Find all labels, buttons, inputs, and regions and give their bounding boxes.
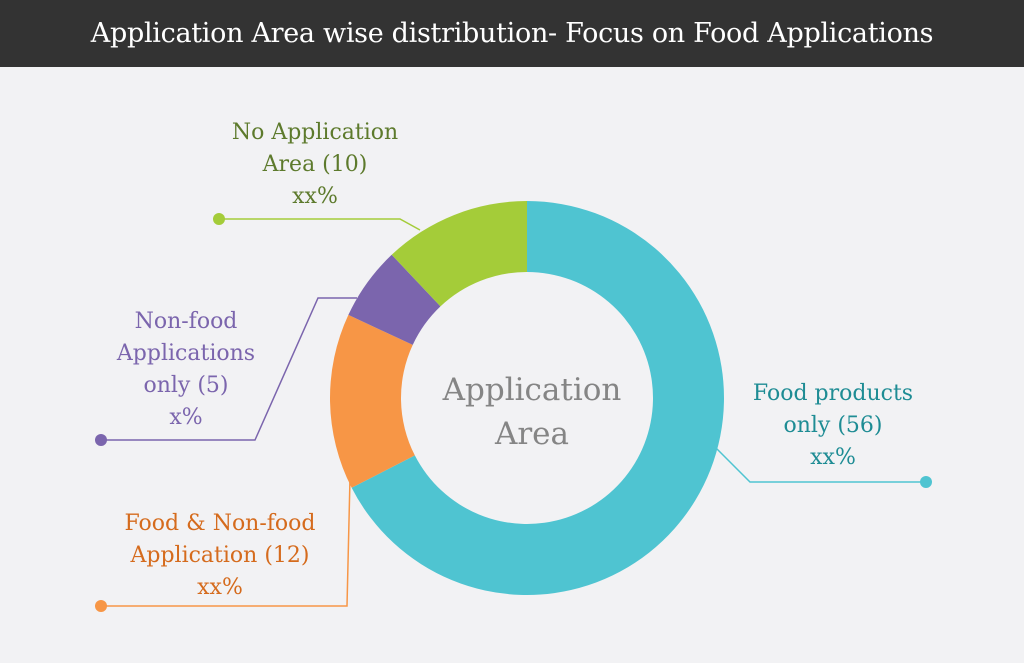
label-line: x% bbox=[169, 405, 203, 430]
center-label: Application Area bbox=[432, 368, 632, 456]
label-line: xx% bbox=[810, 445, 856, 470]
label-line: Non-food bbox=[134, 309, 238, 334]
label-line: xx% bbox=[292, 184, 338, 209]
leader-line-nonfood-only bbox=[101, 297, 357, 441]
chart-title: Application Area wise distribution- Focu… bbox=[90, 18, 934, 49]
label-line: Applications bbox=[116, 341, 256, 366]
slice-food-products-only bbox=[351, 201, 724, 595]
label-food-and-nonfood: Food & Non-food Application (12) xx% bbox=[100, 508, 340, 604]
label-line: Food products bbox=[752, 381, 914, 406]
leader-dot-food-and-nonfood bbox=[95, 600, 107, 612]
leader-line-food-and-nonfood bbox=[101, 477, 351, 607]
center-label-line-2: Area bbox=[494, 416, 570, 452]
label-line: only (5) bbox=[143, 373, 229, 398]
label-line: Application (12) bbox=[130, 543, 310, 568]
slice-food-and-nonfood bbox=[330, 314, 415, 488]
label-line: only (56) bbox=[783, 413, 883, 438]
label-line: xx% bbox=[197, 575, 243, 600]
label-food-products-only: Food products only (56) xx% bbox=[733, 378, 933, 474]
leader-line-food-products-only bbox=[715, 447, 926, 483]
leader-line-no-application-area bbox=[219, 218, 421, 231]
label-line: Area (10) bbox=[262, 152, 368, 177]
label-no-application-area: No Application Area (10) xx% bbox=[205, 117, 425, 213]
slice-nonfood-only bbox=[348, 254, 441, 345]
slice-no-application-area bbox=[391, 201, 527, 307]
center-label-line-1: Application bbox=[442, 372, 622, 408]
leader-dot-nonfood-only bbox=[95, 434, 107, 446]
label-nonfood-only: Non-food Applications only (5) x% bbox=[96, 306, 276, 434]
leader-dot-no-application-area bbox=[213, 213, 225, 225]
leader-dot-food-products-only bbox=[920, 476, 932, 488]
label-line: No Application bbox=[231, 120, 399, 145]
title-bar: Application Area wise distribution- Focu… bbox=[0, 0, 1024, 67]
label-line: Food & Non-food bbox=[124, 511, 316, 536]
